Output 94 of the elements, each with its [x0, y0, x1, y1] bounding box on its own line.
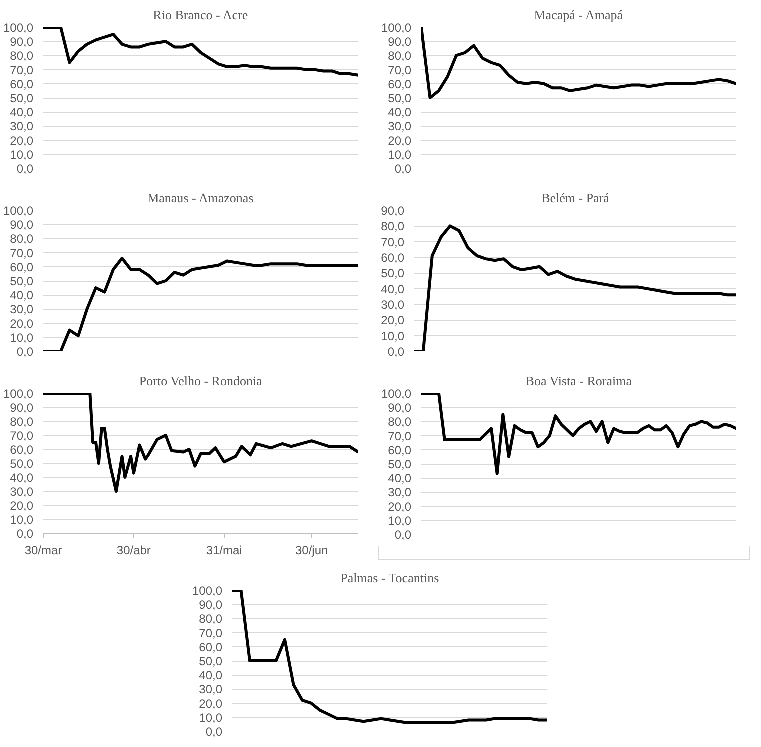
y-tick-label: 40,0 [10, 106, 34, 120]
y-tick-label: 80,0 [10, 49, 34, 64]
y-tick-label: 90,0 [10, 35, 34, 50]
y-tick-label: 0,0 [394, 162, 412, 176]
y-tick-label: 50,0 [388, 458, 412, 472]
y-tick-label: 70,0 [381, 235, 405, 250]
y-tick-label: 70,0 [388, 429, 412, 444]
y-tick-label: 100,0 [3, 204, 34, 218]
line-series [422, 394, 736, 476]
line-series [44, 256, 358, 352]
chart-title: Manaus - Amazonas [148, 190, 254, 206]
y-tick-label: 20,0 [10, 316, 34, 331]
y-tick-label: 30,0 [388, 486, 412, 500]
y-tick-label: 80,0 [388, 49, 412, 64]
y-tick-label: 100,0 [381, 387, 412, 401]
y-tick-label: 30,0 [10, 120, 34, 134]
y-tick-label: 50,0 [10, 457, 34, 471]
y-tick-label: 30,0 [381, 298, 405, 312]
line-series [232, 590, 548, 725]
chart-title: Macapá - Amapá [534, 8, 624, 22]
y-tick-label: 20,0 [10, 499, 34, 513]
y-tick-label: 30,0 [10, 485, 34, 499]
y-tick-label: 100,0 [3, 21, 34, 35]
y-tick-label: 80,0 [10, 232, 34, 246]
y-tick-label: 60,0 [381, 251, 405, 265]
line-series [414, 224, 736, 352]
y-tick-label: 40,0 [10, 471, 34, 485]
y-tick-label: 30,0 [388, 120, 412, 134]
y-tick-label: 90,0 [381, 204, 405, 218]
y-tick-label: 50,0 [388, 92, 412, 106]
y-tick-label: 10,0 [10, 330, 34, 345]
y-tick-label: 100,0 [192, 584, 223, 598]
y-tick-label: 0,0 [16, 527, 34, 541]
y-tick-label: 0,0 [206, 725, 223, 739]
y-tick-label: 60,0 [10, 77, 34, 92]
x-tick-label: 30/abr [116, 544, 151, 558]
y-tick-label: 90,0 [10, 401, 34, 415]
y-tick-label: 20,0 [388, 134, 412, 148]
line-series [44, 28, 358, 77]
y-tick-label: 60,0 [10, 260, 34, 274]
y-tick-label: 10,0 [10, 148, 34, 162]
line-series [422, 28, 736, 100]
y-tick-label: 10,0 [381, 329, 405, 344]
chart-title: Rio Branco - Acre [153, 8, 248, 22]
x-tick-label: 30/jun [295, 544, 328, 558]
y-tick-label: 60,0 [388, 77, 412, 92]
y-tick-label: 40,0 [388, 106, 412, 120]
y-tick-label: 80,0 [10, 415, 34, 429]
y-tick-label: 40,0 [199, 668, 223, 683]
y-tick-label: 40,0 [381, 282, 405, 296]
y-tick-label: 80,0 [388, 415, 412, 430]
y-tick-label: 50,0 [381, 266, 405, 281]
x-tick-label: 31/mai [206, 544, 242, 558]
y-tick-label: 60,0 [10, 443, 34, 457]
y-tick-label: 0,0 [16, 345, 34, 359]
y-tick-label: 20,0 [10, 134, 34, 148]
chart-title: Porto Velho - Rondonia [139, 374, 263, 388]
y-tick-label: 80,0 [381, 220, 405, 234]
y-tick-label: 10,0 [388, 514, 412, 528]
y-tick-label: 80,0 [199, 612, 223, 626]
y-tick-label: 20,0 [381, 314, 405, 328]
y-tick-label: 10,0 [10, 513, 34, 527]
y-tick-label: 60,0 [199, 640, 223, 654]
y-tick-label: 90,0 [388, 401, 412, 416]
y-tick-label: 10,0 [199, 710, 223, 725]
y-tick-label: 70,0 [10, 63, 34, 78]
y-tick-label: 50,0 [199, 654, 223, 668]
y-tick-label: 0,0 [16, 162, 34, 176]
chart-title: Palmas - Tocantins [340, 570, 440, 586]
y-tick-label: 40,0 [388, 472, 412, 486]
y-tick-label: 20,0 [199, 696, 223, 711]
chart-title: Belém - Pará [542, 190, 610, 206]
y-tick-label: 70,0 [199, 626, 223, 640]
chart-title: Boa Vista - Roraima [526, 374, 632, 388]
y-tick-label: 40,0 [10, 288, 34, 303]
y-tick-label: 70,0 [388, 63, 412, 78]
line-series [44, 394, 358, 493]
y-tick-label: 90,0 [388, 35, 412, 50]
y-tick-label: 70,0 [10, 246, 34, 260]
y-tick-label: 100,0 [381, 21, 412, 35]
y-tick-label: 0,0 [394, 528, 412, 542]
y-tick-label: 10,0 [388, 148, 412, 162]
y-tick-label: 20,0 [388, 500, 412, 514]
y-tick-label: 90,0 [10, 218, 34, 232]
y-tick-label: 90,0 [199, 598, 223, 612]
y-tick-label: 50,0 [10, 92, 34, 106]
y-tick-label: 30,0 [199, 682, 223, 697]
y-tick-label: 70,0 [10, 429, 34, 443]
y-tick-label: 60,0 [388, 443, 412, 458]
y-tick-label: 0,0 [388, 345, 405, 359]
x-tick-label: 30/mar [24, 544, 62, 558]
y-tick-label: 100,0 [3, 387, 34, 401]
y-tick-label: 50,0 [10, 274, 34, 288]
y-tick-label: 30,0 [10, 302, 34, 317]
